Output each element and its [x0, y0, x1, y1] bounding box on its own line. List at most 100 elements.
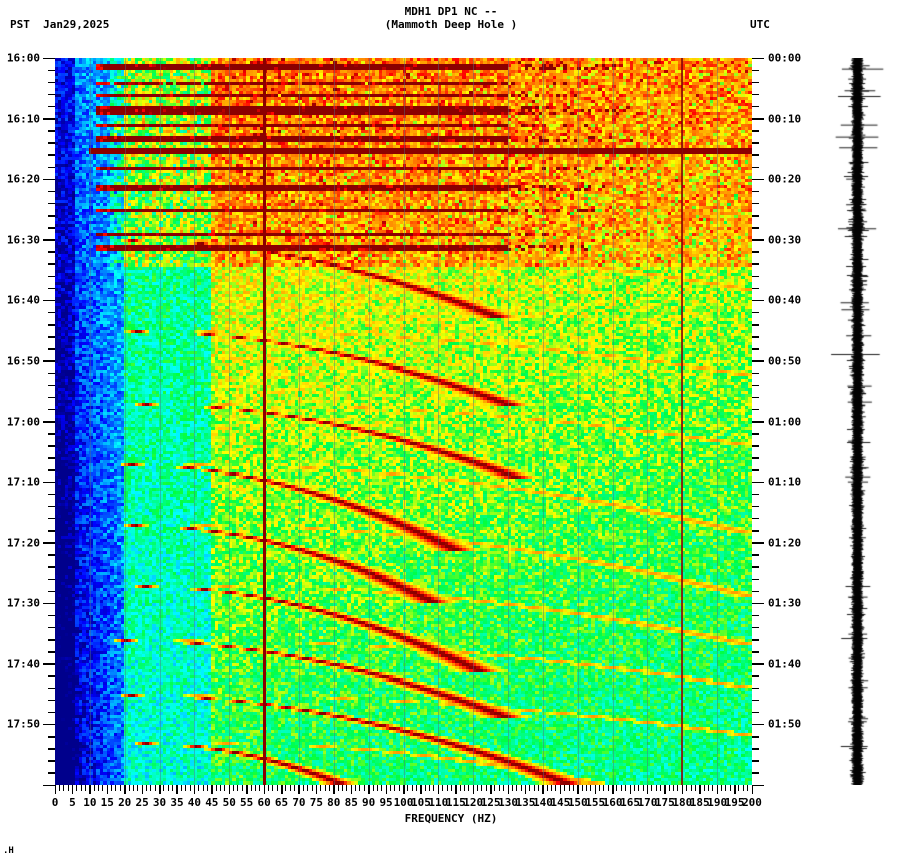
frequency-tick	[89, 785, 91, 794]
time-tick-major-left	[43, 178, 55, 181]
spectrogram-panel[interactable]	[55, 58, 752, 785]
frequency-tick-minor	[533, 785, 535, 791]
frequency-tick	[646, 785, 649, 794]
time-label-pst: 17:20	[6, 536, 40, 550]
frequency-tick-minor	[381, 785, 383, 791]
time-label-pst: 16:30	[6, 233, 40, 247]
frequency-label: 15	[100, 796, 114, 809]
frequency-tick-minor	[603, 785, 605, 791]
frequency-tick	[594, 785, 597, 794]
frequency-label: 20	[118, 796, 132, 809]
frequency-tick	[159, 785, 161, 794]
time-tick-minor-left	[48, 530, 55, 532]
time-tick-minor-left	[48, 675, 55, 677]
time-tick-minor-left	[48, 639, 55, 641]
time-tick-minor-left	[48, 336, 55, 338]
frequency-tick	[141, 785, 144, 794]
time-tick-minor-right	[752, 93, 759, 96]
frequency-tick-minor	[307, 785, 309, 791]
spectrogram-canvas[interactable]	[55, 58, 752, 785]
time-tick-minor-left	[48, 772, 55, 774]
time-tick-major-left	[43, 784, 55, 786]
header-date: Jan29,2025	[43, 18, 110, 31]
seismogram-panel[interactable]	[820, 58, 892, 785]
frequency-label: 5	[69, 796, 76, 809]
frequency-label: 135	[515, 796, 536, 809]
frequency-tick	[734, 785, 736, 794]
time-tick-minor-left	[48, 275, 55, 278]
frequency-tick-minor	[712, 785, 714, 791]
frequency-tick-minor	[342, 785, 343, 791]
frequency-tick	[681, 785, 684, 794]
frequency-label: 105	[410, 796, 431, 809]
frequency-tick-minor	[651, 785, 653, 791]
time-tick-minor-right	[752, 639, 759, 641]
time-tick-major-right	[752, 421, 764, 423]
frequency-label: 70	[292, 796, 306, 809]
frequency-label: 65	[274, 796, 289, 809]
time-tick-minor-right	[752, 408, 759, 411]
frequency-label: 175	[654, 796, 675, 809]
time-tick-minor-right	[752, 348, 759, 350]
time-tick-minor-right	[752, 154, 759, 156]
frequency-label: 55	[240, 796, 254, 809]
frequency-tick-minor	[442, 785, 444, 791]
frequency-tick-minor	[433, 785, 435, 791]
frequency-tick-minor	[198, 785, 200, 791]
time-tick-minor-left	[48, 190, 55, 193]
time-label-utc: 00:30	[768, 233, 802, 247]
frequency-tick-minor	[747, 785, 749, 791]
time-tick-minor-left	[48, 408, 55, 411]
frequency-label: 120	[463, 796, 484, 809]
frequency-tick-minor	[498, 785, 500, 791]
frequency-tick-minor	[172, 785, 174, 791]
frequency-tick	[228, 785, 231, 794]
time-tick-minor-right	[752, 748, 759, 750]
frequency-tick-minor	[311, 785, 313, 791]
time-tick-major-right	[752, 542, 764, 544]
frequency-tick	[664, 785, 666, 794]
frequency-tick-minor	[137, 785, 139, 791]
frequency-tick	[420, 785, 422, 794]
frequency-tick-minor	[590, 785, 592, 791]
frequency-tick-minor	[363, 785, 365, 791]
time-tick-minor-right	[752, 215, 759, 217]
time-label-pst: 17:30	[6, 596, 40, 610]
time-tick-minor-left	[48, 469, 55, 471]
frequency-tick-minor	[185, 785, 187, 791]
time-tick-minor-right	[752, 505, 759, 508]
time-tick-minor-right	[752, 530, 759, 532]
time-tick-major-left	[43, 360, 55, 362]
time-tick-major-right	[752, 178, 764, 181]
frequency-tick-minor	[450, 785, 452, 791]
time-tick-minor-right	[752, 336, 759, 338]
frequency-label: 45	[205, 796, 219, 809]
frequency-tick-minor	[119, 785, 121, 791]
time-tick-minor-right	[752, 445, 759, 447]
time-tick-minor-right	[752, 69, 759, 72]
frequency-label: 155	[585, 796, 606, 809]
time-tick-minor-right	[752, 736, 759, 738]
frequency-tick	[263, 785, 266, 794]
time-tick-minor-right	[752, 554, 759, 556]
frequency-tick	[333, 785, 335, 794]
time-label-utc: 01:20	[768, 536, 802, 550]
time-tick-major-right	[752, 481, 764, 484]
time-tick-minor-right	[752, 614, 759, 617]
time-tick-minor-right	[752, 590, 759, 593]
frequency-label: 140	[532, 796, 553, 809]
frequency-tick-minor	[673, 785, 675, 791]
time-tick-minor-right	[752, 81, 759, 84]
frequency-tick-minor	[389, 785, 391, 791]
frequency-tick-minor	[206, 785, 208, 791]
time-tick-minor-right	[752, 493, 759, 496]
time-tick-minor-right	[752, 251, 759, 253]
time-tick-minor-right	[752, 651, 759, 653]
time-tick-major-right	[752, 360, 764, 362]
seismogram-canvas[interactable]	[820, 58, 892, 785]
frequency-tick-minor	[546, 785, 548, 791]
frequency-label: 190	[707, 796, 728, 809]
frequency-tick-minor	[241, 785, 243, 791]
frequency-tick-minor	[642, 785, 644, 791]
frequency-tick-minor	[446, 785, 448, 791]
